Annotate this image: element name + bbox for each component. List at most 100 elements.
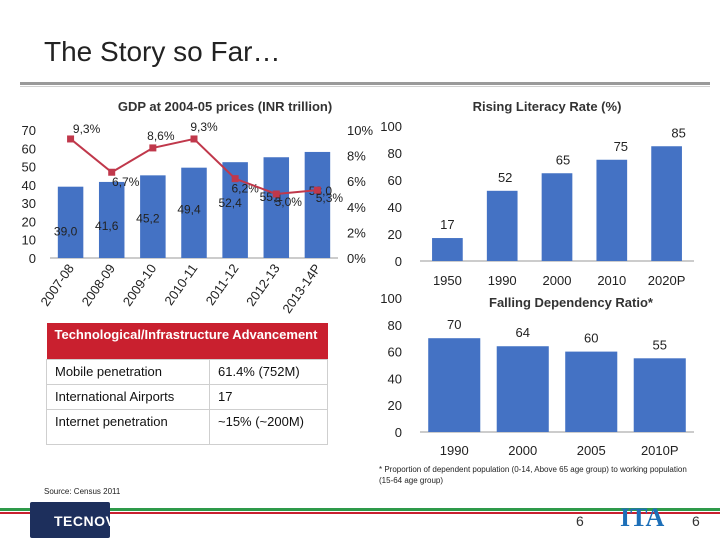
ita-logo: ITA (620, 503, 665, 532)
literacy-y-tick: 100 (380, 119, 402, 134)
gdp-bar (263, 157, 290, 258)
title-divider (20, 82, 710, 85)
gdp-y-tick: 50 (22, 160, 36, 175)
gdp-growth-marker (190, 135, 198, 143)
dependency-y-tick: 80 (388, 318, 402, 333)
literacy-bar-label: 75 (614, 139, 628, 154)
row-label: Mobile penetration (46, 358, 210, 385)
dependency-footnote: * Proportion of dependent population (0-… (379, 465, 687, 485)
source-note: Source: Census 2011 (44, 487, 121, 496)
gdp-y2-tick: 4% (347, 200, 366, 215)
gdp-y-tick: 20 (22, 214, 36, 229)
dependency-bar (633, 358, 686, 432)
literacy-bar (596, 159, 628, 261)
gdp-growth-marker (67, 135, 75, 143)
literacy-bar (651, 146, 682, 261)
page-number: 6 (576, 513, 584, 529)
literacy-bar (486, 190, 518, 261)
literacy-y-tick: 40 (388, 200, 402, 215)
gdp-x-tick: 2012-13 (243, 261, 283, 309)
literacy-x-tick: 2010 (597, 273, 626, 288)
dependency-x-tick: 2010P (641, 443, 679, 458)
gdp-bar (57, 186, 84, 258)
literacy-x-tick: 2020P (648, 273, 686, 288)
tecnova-logo-text: TECNOVA (54, 513, 125, 529)
literacy-x-tick: 1990 (488, 273, 517, 288)
literacy-bar-label: 52 (498, 170, 512, 185)
gdp-y2-tick: 2% (347, 225, 366, 240)
gdp-bar (140, 175, 166, 258)
literacy-x-tick: 1950 (433, 273, 462, 288)
table-row: Internet penetration ~15% (~200M) (46, 408, 328, 445)
slide-title: The Story so Far… (44, 36, 281, 67)
dependency-bar (496, 346, 549, 432)
gdp-y2-tick: 0% (347, 251, 366, 266)
gdp-growth-marker (313, 186, 321, 194)
literacy-y-tick: 0 (395, 254, 402, 269)
literacy-x-tick: 2000 (543, 273, 572, 288)
gdp-y-tick: 60 (22, 141, 36, 156)
gdp-x-tick: 2007-08 (37, 261, 77, 309)
gdp-x-tick: 2013-14P (279, 261, 324, 316)
gdp-y2-tick: 8% (347, 149, 366, 164)
footer-stripe-green (0, 508, 720, 511)
literacy-y-tick: 60 (388, 173, 402, 188)
gdp-y2-tick: 6% (347, 174, 366, 189)
dependency-y-tick: 0 (395, 425, 402, 440)
gdp-x-tick: 2011-12 (202, 261, 241, 308)
gdp-growth-label: 5,3% (316, 191, 344, 205)
literacy-bar (541, 173, 573, 261)
gdp-bar-label: 52,4 (218, 196, 242, 210)
row-value: ~15% (~200M) (209, 408, 328, 445)
gdp-x-tick: 2008-09 (79, 261, 119, 309)
dependency-x-tick: 2005 (577, 443, 606, 458)
gdp-bar (304, 151, 331, 258)
literacy-chart-title: Rising Literacy Rate (%) (473, 99, 622, 114)
gdp-bar-label: 39,0 (54, 225, 78, 239)
gdp-x-tick: 2009-10 (120, 261, 160, 309)
dependency-x-tick: 1990 (440, 443, 469, 458)
gdp-y-tick: 70 (22, 123, 36, 138)
gdp-bar (181, 167, 207, 258)
dependency-y-tick: 40 (388, 371, 402, 386)
gdp-growth-label: 6,7% (112, 175, 140, 189)
dependency-chart-title: Falling Dependency Ratio* (489, 295, 654, 310)
gdp-growth-label: 9,3% (190, 120, 218, 134)
dependency-x-tick: 2000 (508, 443, 537, 458)
gdp-bar-label: 45,2 (136, 211, 160, 225)
gdp-y-tick: 40 (22, 178, 36, 193)
footer (0, 499, 720, 540)
literacy-bar (432, 238, 463, 261)
gdp-chart-title: GDP at 2004-05 prices (INR trillion) (118, 99, 332, 114)
dependency-bar (428, 338, 481, 432)
gdp-growth-marker (231, 175, 239, 183)
charts-canvas: GDP at 2004-05 prices (INR trillion)0102… (22, 99, 694, 458)
literacy-bar-label: 85 (671, 125, 685, 140)
tecnova-logo: TECNOVA (30, 502, 124, 538)
gdp-bar-label: 49,4 (177, 203, 201, 217)
literacy-bar-label: 65 (556, 152, 570, 167)
footer-stripe-red (0, 512, 720, 514)
row-value: 17 (209, 383, 328, 410)
dependency-y-tick: 60 (388, 345, 402, 360)
gdp-x-tick: 2010-11 (161, 261, 200, 308)
gdp-growth-label: 8,6% (147, 129, 175, 143)
dependency-bar-label: 55 (653, 337, 667, 352)
gdp-growth-label: 6,2% (231, 182, 259, 196)
dependency-y-tick: 20 (388, 398, 402, 413)
gdp-bar-label: 41,6 (95, 219, 119, 233)
gdp-y-tick: 10 (22, 233, 36, 248)
tech-infra-table: Technological/Infrastructure Advancement… (46, 323, 328, 445)
dependency-bar (565, 351, 618, 432)
gdp-y-tick: 30 (22, 196, 36, 211)
literacy-bar-label: 17 (440, 217, 454, 232)
gdp-bar (98, 181, 125, 258)
gdp-growth-marker (272, 190, 280, 198)
dependency-bar-label: 64 (516, 325, 530, 340)
row-value: 61.4% (752M) (209, 358, 328, 385)
tech-table-heading: Technological/Infrastructure Advancement (46, 323, 328, 359)
literacy-y-tick: 80 (388, 146, 402, 161)
gdp-y-tick: 0 (29, 251, 36, 266)
dependency-y-tick: 100 (380, 291, 402, 306)
gdp-growth-label: 5,0% (275, 195, 303, 209)
